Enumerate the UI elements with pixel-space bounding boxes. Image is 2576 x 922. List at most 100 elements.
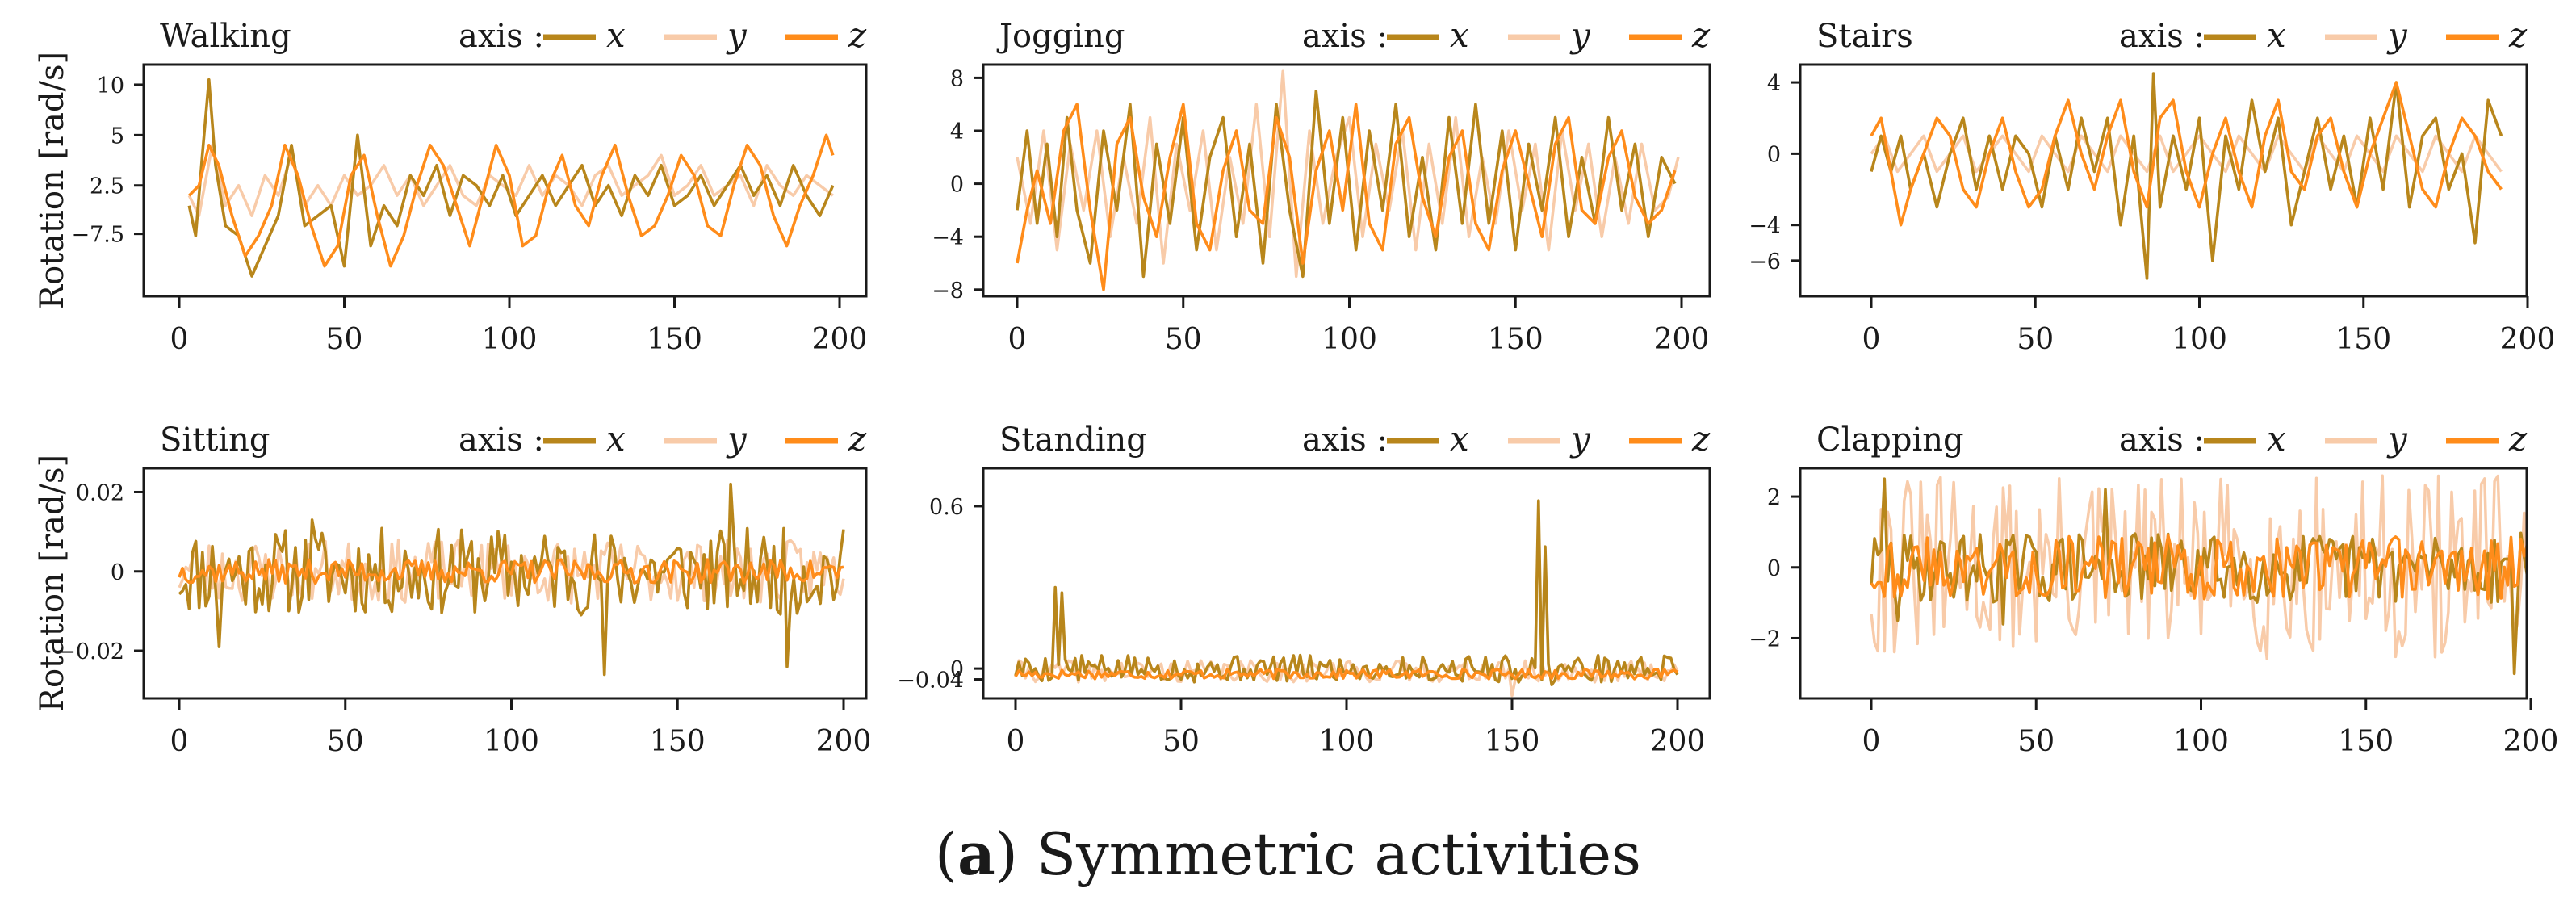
walking-xtick-label: 50 (326, 323, 363, 356)
walking-xtick-label: 150 (647, 323, 702, 356)
clapping-series-y-line (1870, 474, 2527, 660)
walking-legend-label-z: z (848, 15, 867, 55)
standing-xtick-label: 150 (1485, 725, 1540, 758)
stairs-legend-label-y: y (2386, 15, 2408, 55)
walking-plot-frame (142, 63, 868, 298)
standing-legend-label-x: x (1450, 419, 1469, 459)
stairs-legend-title: axis : (2119, 18, 2205, 55)
walking-title: Walking (160, 18, 291, 55)
walking-ylabel: Rotation [rad/s] (34, 52, 71, 309)
jogging-xtick-label: 0 (1008, 323, 1027, 356)
sitting-xtick-label: 150 (650, 725, 706, 758)
jogging-ytick-label: 8 (950, 66, 964, 91)
walking-ytick-label: 2.5 (90, 174, 124, 199)
walking-ytick-label: −7.5 (71, 223, 124, 248)
walking-ytick-label: 5 (111, 124, 124, 149)
clapping-legend-label-y: y (2386, 419, 2408, 459)
clapping-ytick-label: 2 (1767, 485, 1781, 510)
sitting-ytick-label: −0.02 (57, 639, 124, 664)
figure-caption: (a) Symmetric activities (935, 819, 1641, 888)
caption-letter: a (957, 819, 995, 888)
standing-xtick-label: 100 (1319, 725, 1375, 758)
stairs-series-y-line (1870, 134, 2503, 174)
clapping-title: Clapping (1816, 421, 1964, 459)
jogging-xtick-label: 100 (1322, 323, 1377, 356)
jogging-ytick-label: −8 (932, 279, 964, 304)
clapping-xtick-label: 50 (2017, 725, 2055, 758)
standing-xtick-label: 200 (1650, 725, 1706, 758)
standing-ytick-label: 0.6 (929, 495, 964, 520)
standing-series-x-line (1014, 499, 1679, 686)
stairs-xtick-label: 200 (2500, 323, 2556, 356)
jogging-series-z-line (1016, 103, 1677, 291)
walking-legend-label-x: x (606, 15, 626, 55)
clapping-legend-label-x: x (2267, 419, 2286, 459)
standing-xtick-label: 50 (1162, 725, 1200, 758)
sitting-legend-title: axis : (459, 421, 544, 459)
sitting-legend-label-x: x (606, 419, 626, 459)
sitting-title: Sitting (160, 421, 270, 459)
stairs-legend-label-x: x (2267, 15, 2286, 55)
jogging-ytick-label: 0 (950, 173, 964, 198)
sitting-series-z-line (178, 558, 844, 585)
sitting-xtick-label: 100 (484, 725, 539, 758)
stairs-series-x-line (1870, 72, 2503, 280)
stairs-xtick-label: 100 (2172, 323, 2227, 356)
jogging-series-y-line (1016, 69, 1680, 279)
stairs-ytick-label: 4 (1767, 71, 1781, 96)
stairs-title: Stairs (1816, 18, 1913, 55)
walking-legend-title: axis : (459, 18, 544, 55)
clapping-xtick-label: 100 (2173, 725, 2229, 758)
standing-xtick-label: 0 (1007, 725, 1025, 758)
clapping-series-z-line (1870, 534, 2527, 601)
stairs-xtick-label: 50 (2017, 323, 2054, 356)
sitting-legend-label-y: y (726, 419, 748, 459)
clapping-ytick-label: −2 (1749, 627, 1781, 652)
jogging-plot-frame (982, 63, 1711, 298)
standing-legend-title: axis : (1302, 421, 1388, 459)
stairs-ytick-label: 0 (1767, 142, 1781, 167)
jogging-title: Jogging (996, 18, 1125, 55)
walking-series-x-line (187, 78, 835, 278)
caption-text: Symmetric activities (1036, 820, 1641, 888)
standing-series-y-line (1014, 659, 1679, 698)
walking-xtick-label: 100 (482, 323, 538, 356)
stairs-plot-frame (1799, 63, 2528, 298)
standing-legend-label-z: z (1691, 419, 1711, 459)
clapping-legend-title: axis : (2119, 421, 2205, 459)
walking-ytick-label: 10 (97, 73, 124, 98)
sitting-ylabel: Rotation [rad/s] (34, 455, 71, 712)
jogging-legend-label-x: x (1450, 15, 1469, 55)
stairs-xtick-label: 0 (1862, 323, 1881, 356)
stairs-ytick-label: −4 (1749, 214, 1781, 239)
sitting-ytick-label: 0 (111, 560, 124, 585)
clapping-xtick-label: 0 (1862, 725, 1881, 758)
stairs-ytick-label: −6 (1749, 249, 1781, 275)
walking-xtick-label: 200 (812, 323, 868, 356)
clapping-ytick-label: 0 (1767, 556, 1781, 581)
walking-series-z-line (188, 133, 835, 268)
stairs-xtick-label: 150 (2335, 323, 2391, 356)
clapping-xtick-label: 150 (2338, 725, 2394, 758)
sitting-xtick-label: 0 (170, 725, 189, 758)
sitting-series-x-line (178, 482, 845, 677)
sitting-legend-label-z: z (848, 419, 867, 459)
stairs-series-z-line (1870, 81, 2503, 227)
walking-xtick-label: 0 (170, 323, 189, 356)
sitting-ytick-label: 0.02 (76, 480, 124, 505)
standing-series-z-line (1014, 668, 1679, 681)
jogging-legend-title: axis : (1302, 18, 1388, 55)
sitting-xtick-label: 50 (327, 725, 364, 758)
jogging-xtick-label: 50 (1165, 323, 1202, 356)
standing-legend-label-y: y (1569, 419, 1591, 459)
clapping-plot-frame (1799, 467, 2528, 700)
clapping-legend-label-z: z (2508, 419, 2528, 459)
walking-legend-label-y: y (726, 15, 748, 55)
jogging-ytick-label: −4 (932, 225, 964, 250)
jogging-xtick-label: 200 (1654, 323, 1710, 356)
jogging-ytick-label: 4 (950, 119, 964, 145)
standing-ytick-label: −0.04 (897, 668, 964, 694)
jogging-xtick-label: 150 (1488, 323, 1544, 356)
sitting-series-y-line (178, 538, 845, 605)
